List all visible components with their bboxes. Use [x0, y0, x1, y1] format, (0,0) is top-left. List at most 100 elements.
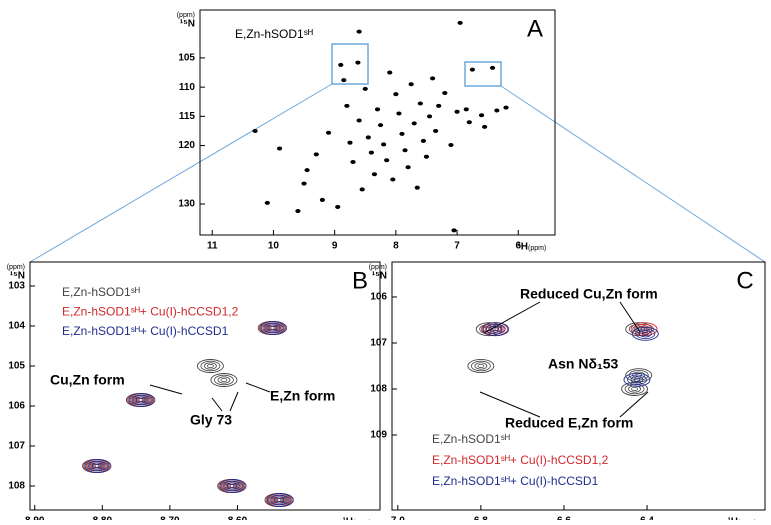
peak: [326, 131, 331, 135]
peak-contour: [475, 363, 487, 369]
peak-contour: [218, 377, 230, 383]
y-tick-label: 106: [8, 401, 25, 412]
panel-label: C: [736, 267, 753, 294]
annotation-line: [230, 392, 238, 411]
annotation: Cu,Zn form: [50, 372, 125, 388]
peak: [494, 109, 499, 113]
peak: [335, 205, 340, 209]
zoom-guides: [30, 44, 765, 262]
peak: [393, 92, 398, 96]
legend-entry: E,Zn-hSOD1ˢᴴ+ Cu(I)-hCCSD1,2: [432, 453, 609, 467]
legend-entry: E,Zn-hSOD1ˢᴴ: [432, 432, 510, 446]
peak: [344, 104, 349, 108]
peak-contour: [478, 364, 484, 367]
peak: [424, 155, 429, 159]
annotation: Asn Nδ₁53: [548, 356, 619, 372]
legend-entry: E,Zn-hSOD1ˢᴴ+ Cu(I)-hCCSD1: [62, 324, 229, 338]
peak: [464, 107, 469, 111]
peak: [406, 165, 411, 169]
legend-entry: E,Zn-hSOD1ˢᴴ+ Cu(I)-hCCSD1,2: [62, 305, 239, 319]
peak: [369, 151, 374, 155]
peak: [314, 152, 319, 156]
legend-entry: E,Zn-hSOD1ˢᴴ: [235, 27, 313, 41]
x-tick-label: 9: [332, 241, 338, 252]
x-tick-label: 8.90: [25, 516, 45, 520]
peak: [252, 129, 257, 133]
peak: [338, 63, 343, 67]
annotation-line: [246, 383, 270, 392]
y-tick-label: 103: [8, 281, 25, 292]
annotation-line: [480, 392, 540, 417]
y-axis-label: ¹⁵N: [10, 271, 25, 282]
y-tick-label: 130: [178, 199, 195, 210]
x-axis-label: ¹H: [342, 517, 353, 520]
peak: [301, 182, 306, 186]
peak: [357, 30, 362, 34]
peak: [378, 123, 383, 127]
annotation: Reduced E,Zn form: [505, 415, 633, 431]
y-tick-label: 108: [370, 384, 387, 395]
legend-entry: E,Zn-hSOD1ˢᴴ+ Cu(I)-hCCSD1: [432, 474, 599, 488]
y-tick-label: 104: [8, 321, 25, 332]
panel-label: A: [527, 15, 543, 42]
y-tick-label: 107: [370, 338, 387, 349]
annotation: Reduced Cu,Zn form: [520, 286, 658, 302]
peak: [421, 139, 426, 143]
peak: [357, 118, 362, 122]
x-tick-label: 6.6: [557, 516, 571, 520]
peak: [396, 111, 401, 115]
x-unit: (ppm): [528, 245, 546, 252]
peak: [418, 102, 423, 106]
peak: [427, 114, 432, 118]
peak: [451, 228, 456, 232]
zoom-box: [332, 44, 368, 84]
y-tick-label: 106: [370, 292, 387, 303]
peak: [412, 121, 417, 125]
annotation: E,Zn form: [270, 388, 335, 404]
panel-label: B: [352, 267, 368, 294]
y-tick-label: 115: [179, 111, 196, 122]
peak-contour: [204, 363, 216, 369]
peak: [305, 168, 310, 172]
peak: [360, 187, 365, 191]
peak: [458, 21, 463, 25]
y-tick-label: 109: [370, 430, 387, 441]
peak: [402, 148, 407, 152]
x-tick-label: 6.8: [474, 516, 488, 520]
peak: [467, 120, 472, 124]
peak-contour: [207, 364, 213, 367]
peak: [265, 201, 270, 205]
peak-contour: [221, 378, 227, 381]
peak: [442, 91, 447, 95]
y-tick-label: 120: [178, 140, 195, 151]
peak: [381, 142, 386, 146]
peak: [295, 209, 300, 213]
peak-contour: [629, 386, 641, 392]
peak: [390, 177, 395, 181]
peak: [355, 61, 360, 65]
peak: [387, 71, 392, 75]
y-tick-label: 108: [8, 481, 25, 492]
legend-entry: E,Zn-hSOD1ˢᴴ: [62, 285, 140, 299]
peak-contour: [632, 387, 638, 390]
peak: [482, 125, 487, 129]
y-tick-label: 110: [179, 82, 196, 93]
peak: [399, 132, 404, 136]
x-tick-label: 8.80: [93, 516, 113, 520]
peak: [347, 141, 352, 145]
y-tick-label: 105: [8, 361, 25, 372]
x-axis-label: ¹H: [727, 517, 738, 520]
y-tick-label: 107: [8, 441, 25, 452]
peak: [415, 186, 420, 190]
peak: [384, 158, 389, 162]
y-axis-label: ¹⁵N: [180, 19, 195, 30]
peak: [320, 198, 325, 202]
peak: [490, 66, 495, 70]
peak: [433, 129, 438, 133]
peak: [277, 147, 282, 151]
peak: [430, 76, 435, 80]
annotation: Gly 73: [190, 412, 232, 428]
peak: [375, 107, 380, 111]
peak: [366, 135, 371, 139]
